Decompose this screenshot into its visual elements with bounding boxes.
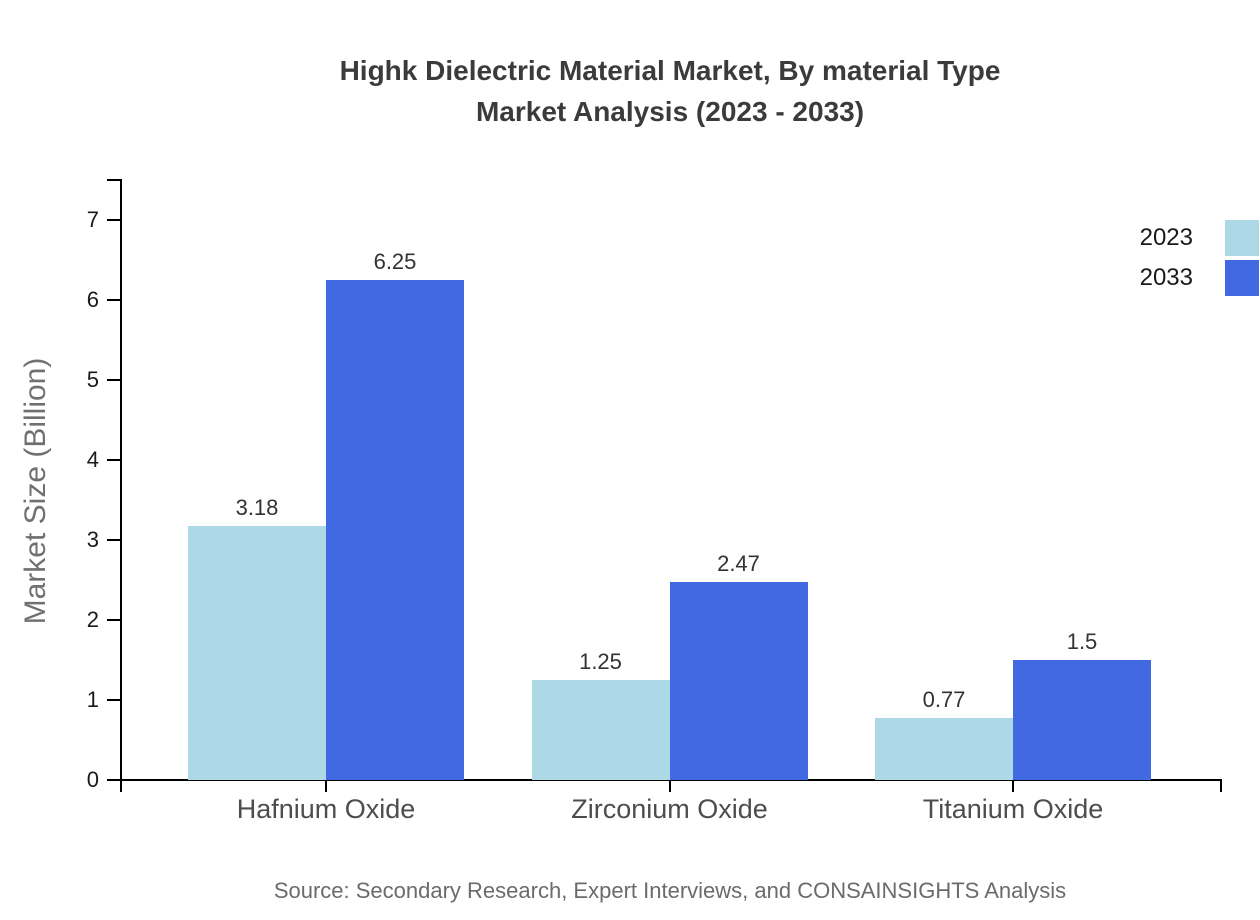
x-category-label: Zirconium Oxide — [571, 794, 768, 824]
x-axis-line — [120, 779, 1222, 781]
x-category-label: Titanium Oxide — [922, 794, 1104, 824]
chart-title-line1: Highk Dielectric Material Market, By mat… — [339, 55, 1001, 86]
x-axis-start-tick — [120, 781, 122, 792]
y-tick — [107, 379, 120, 381]
x-tick — [1012, 781, 1014, 792]
y-tick-label: 0 — [86, 767, 99, 792]
y-tick-label: 3 — [86, 527, 99, 552]
y-tick-label: 4 — [86, 447, 99, 472]
y-tick — [107, 459, 120, 461]
y-axis-end-tick — [107, 179, 120, 181]
bar-2033 — [1013, 660, 1151, 780]
source-text: Source: Secondary Research, Expert Inter… — [273, 878, 1067, 903]
y-tick — [107, 619, 120, 621]
bar-value-label: 3.18 — [235, 494, 279, 520]
y-tick — [107, 299, 120, 301]
legend-label: 2033 — [1139, 264, 1193, 291]
bar-2023 — [188, 525, 326, 780]
bar-2033 — [326, 280, 464, 780]
y-tick-label: 2 — [86, 607, 99, 632]
y-axis-line — [120, 179, 122, 781]
y-tick-label: 5 — [86, 367, 99, 392]
y-tick — [107, 219, 120, 221]
bar-value-label: 6.25 — [373, 249, 417, 274]
bar-2023 — [531, 680, 670, 780]
x-category-label: Hafnium Oxide — [236, 794, 416, 824]
x-tick — [668, 781, 671, 792]
bar-value-label: 1.5 — [1066, 629, 1098, 654]
legend-swatch — [1225, 220, 1259, 256]
bar-value-label: 2.47 — [717, 551, 760, 577]
legend-swatch — [1225, 260, 1259, 296]
bar-2023 — [875, 718, 1013, 780]
y-tick — [107, 539, 120, 541]
y-tick-label: 6 — [86, 287, 99, 312]
x-tick — [325, 781, 327, 792]
y-tick-label: 7 — [86, 207, 99, 232]
chart-title-line2: Market Analysis (2023 - 2033) — [475, 96, 865, 127]
x-axis-end-tick — [1220, 781, 1222, 792]
y-tick-label: 1 — [86, 687, 99, 712]
chart-title: Highk Dielectric Material Market, By mat… — [80, 50, 1260, 132]
legend-label: 2023 — [1139, 224, 1193, 251]
legend-item: 2023 — [0, 220, 1260, 256]
bar-2033 — [669, 582, 808, 780]
bar-value-label: 1.25 — [579, 649, 622, 674]
y-tick — [107, 699, 120, 701]
bar-value-label: 0.77 — [922, 687, 966, 713]
y-tick — [107, 779, 120, 781]
legend-item: 2033 — [0, 260, 1260, 296]
